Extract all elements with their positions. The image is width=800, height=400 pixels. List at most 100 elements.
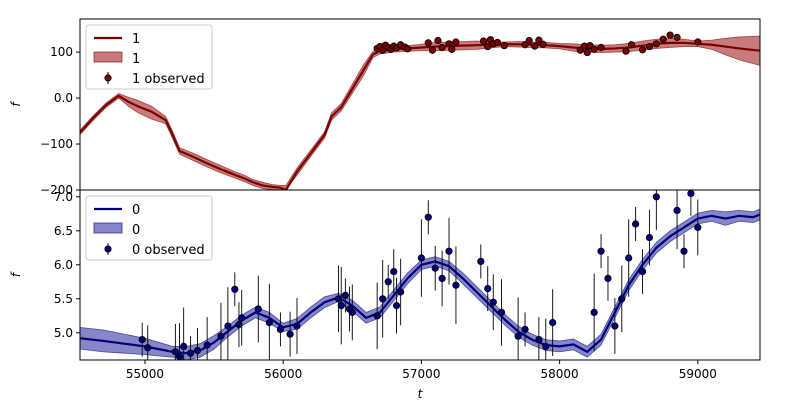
data-point (180, 342, 188, 350)
data-point (583, 48, 591, 57)
data-point (397, 288, 405, 296)
data-point (445, 247, 453, 255)
data-point (428, 46, 437, 54)
x-axis-ticks: 55000 56000 57000 58000 59000 (126, 360, 717, 381)
data-point (171, 348, 179, 356)
data-point (276, 325, 285, 333)
top-observed-points (373, 31, 702, 57)
data-point (448, 45, 456, 53)
data-point (638, 267, 647, 276)
data-point (590, 308, 598, 316)
bot-series-path (80, 213, 760, 355)
legend-label: 0 (132, 223, 140, 238)
data-point (627, 41, 636, 49)
data-point (625, 254, 633, 262)
top-panel: −200 −100 0.0 100 f 1 1 1 observed (9, 18, 761, 197)
data-point (417, 254, 425, 262)
data-point (175, 353, 184, 360)
data-point (673, 206, 681, 214)
data-point (434, 37, 442, 45)
data-point (186, 349, 195, 357)
data-point (379, 295, 387, 303)
data-point (597, 43, 605, 52)
data-point (231, 285, 239, 293)
legend-point-swatch (104, 74, 112, 82)
data-point (687, 190, 695, 197)
data-point (638, 46, 647, 54)
data-point (438, 43, 446, 52)
legend-label: 1 (132, 32, 140, 47)
data-point (392, 301, 401, 310)
legend-box (85, 195, 213, 261)
data-point (652, 193, 660, 201)
legend-box (85, 24, 213, 90)
y-tick-label: 6.5 (54, 224, 73, 238)
legend-label: 0 (132, 203, 140, 218)
data-point (521, 325, 529, 333)
data-point (645, 42, 654, 51)
bottom-legend: 0 0 0 observed (85, 195, 213, 261)
data-point (590, 45, 598, 53)
legend-band-swatch (93, 51, 123, 63)
data-point (525, 37, 533, 45)
data-point (390, 267, 398, 276)
data-point (489, 298, 497, 306)
data-point (224, 322, 232, 330)
data-point (484, 42, 492, 51)
data-point (597, 247, 605, 255)
data-point (694, 38, 702, 46)
data-point (293, 322, 301, 330)
data-point (611, 322, 619, 330)
x-axis-label: t (418, 387, 424, 400)
legend-point-swatch (104, 245, 112, 253)
data-point (341, 291, 349, 299)
data-point (424, 213, 432, 221)
data-point (539, 40, 547, 48)
legend-band-swatch (93, 222, 123, 234)
data-point (235, 321, 243, 329)
data-point (445, 40, 453, 48)
x-tick-label: 57000 (402, 367, 440, 381)
bottom-error-bars (141, 190, 699, 360)
data-point (622, 47, 630, 55)
data-point (144, 344, 152, 352)
data-point (632, 220, 640, 228)
top-legend: 1 1 1 observed (85, 24, 213, 90)
data-point (500, 42, 508, 50)
data-point (604, 274, 612, 282)
bottom-plot-frame (79, 189, 761, 361)
bottom-observed-points (138, 190, 702, 360)
data-point (514, 332, 522, 340)
data-point (680, 247, 688, 255)
data-point (265, 318, 273, 327)
y-tick-label: 7.0 (54, 190, 73, 204)
data-point (286, 330, 294, 338)
data-point (484, 284, 492, 293)
y-tick-label: 0.0 (54, 91, 73, 105)
data-point (645, 234, 654, 242)
y-tick-label: −100 (40, 137, 73, 151)
data-point (666, 31, 674, 39)
y-tick-label: 5.5 (54, 292, 73, 306)
bottom-y-axis-ticks: 5.0 5.5 6.0 6.5 7.0 (54, 190, 80, 340)
legend-label: 1 observed (132, 72, 205, 87)
top-y-axis-label: f (9, 101, 23, 107)
top-y-axis-ticks: −200 −100 0.0 100 (40, 45, 80, 197)
bottom-y-axis-label: f (9, 271, 23, 277)
data-point (531, 42, 539, 50)
data-point (193, 346, 202, 355)
data-point (694, 223, 702, 231)
data-point (334, 295, 343, 303)
y-tick-label: −200 (40, 183, 73, 197)
data-point (254, 305, 262, 313)
data-point (477, 257, 485, 265)
data-point (493, 38, 501, 47)
data-point (217, 332, 225, 340)
data-point (348, 308, 356, 316)
x-tick-label: 56000 (264, 367, 302, 381)
data-point (438, 274, 446, 282)
data-point (479, 37, 488, 45)
data-point (373, 312, 381, 320)
data-point (659, 35, 667, 43)
